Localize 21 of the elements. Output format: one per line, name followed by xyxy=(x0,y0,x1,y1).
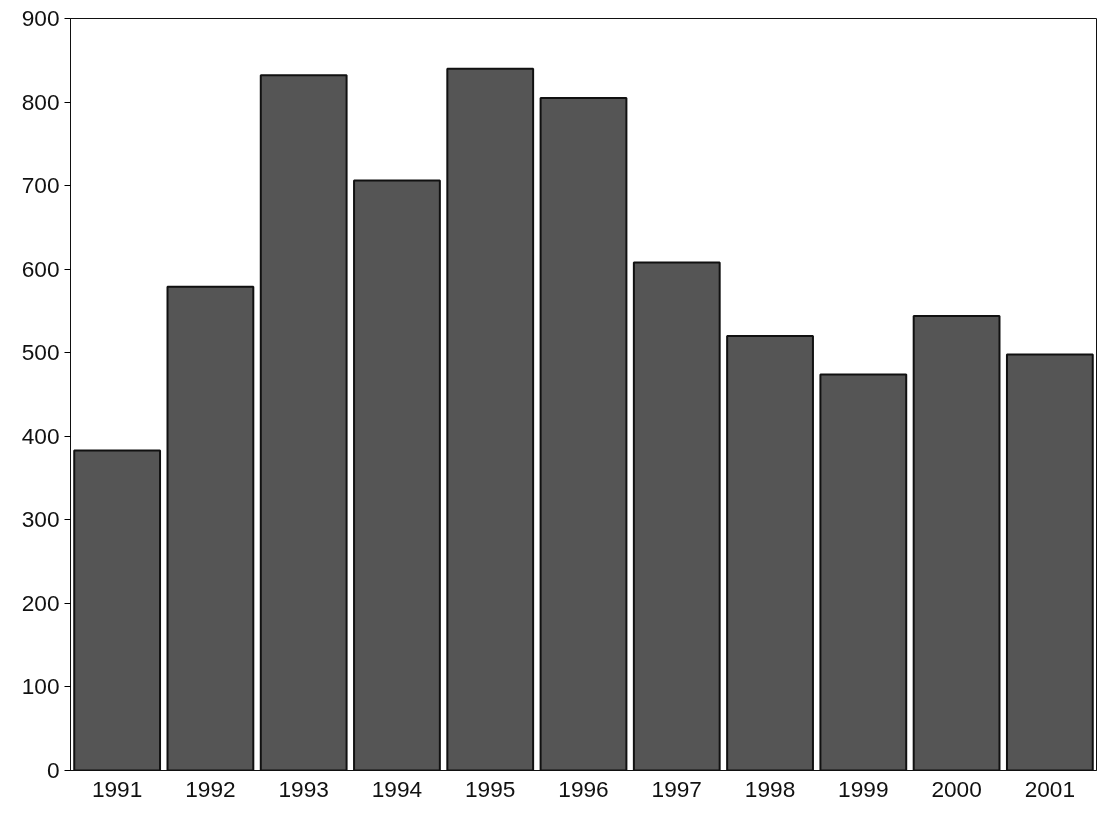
x-tick-label: 2001 xyxy=(1024,775,1076,802)
y-tick-label: 500 xyxy=(21,339,60,366)
x-tick-label: 1995 xyxy=(465,775,516,802)
x-tick-label: 1996 xyxy=(558,775,609,802)
x-tick-label: 1991 xyxy=(91,775,143,802)
y-tick-label: 100 xyxy=(21,673,60,700)
y-tick-label: 200 xyxy=(21,589,60,616)
y-tick-label: 300 xyxy=(21,506,60,533)
x-tick-label: 1992 xyxy=(185,775,236,802)
y-tick-label: 400 xyxy=(21,422,60,449)
x-tick-label: 1997 xyxy=(651,775,702,802)
y-tick-label: 800 xyxy=(21,88,60,115)
x-tick-label: 2000 xyxy=(931,775,982,802)
y-tick-label: 700 xyxy=(21,172,60,199)
x-tick-label: 1999 xyxy=(838,775,889,802)
y-tick-label: 600 xyxy=(21,255,60,282)
x-tick-label: 1994 xyxy=(371,775,423,802)
y-tick-label: 0 xyxy=(46,757,60,783)
y-tick-label: 900 xyxy=(21,5,60,31)
x-tick-label: 1993 xyxy=(278,775,329,802)
x-tick-label: 1998 xyxy=(744,775,796,802)
